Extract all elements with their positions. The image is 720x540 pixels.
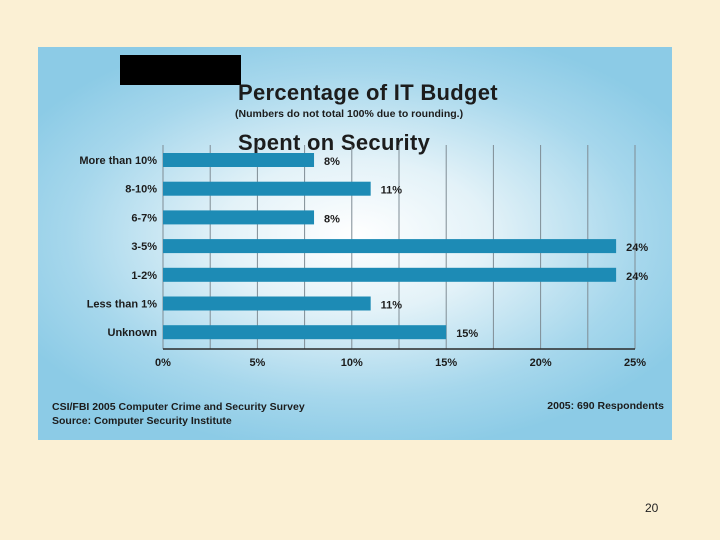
category-label: 8-10% [125, 184, 157, 196]
x-tick-label: 15% [435, 357, 457, 369]
category-label: More than 10% [79, 155, 157, 167]
bar [163, 296, 371, 311]
chart-subtitle: (Numbers do not total 100% due to roundi… [235, 108, 464, 120]
chart-title: Percentage of IT Budget Spent on Securit… [238, 55, 498, 180]
value-label: 11% [381, 185, 403, 197]
bar [163, 239, 617, 254]
value-label: 11% [381, 300, 403, 312]
bar-chart: 0% 5% 10% 15% 20% 25% More than 10% 8% 8-10% 11% 6… [79, 145, 648, 369]
source-line-2: Source: Computer Security Institute [52, 415, 232, 427]
value-label: 24% [626, 271, 648, 283]
bar [163, 267, 617, 282]
chart-panel: Percentage of IT Budget Spent on Securit… [38, 47, 672, 440]
value-label: 15% [456, 328, 478, 340]
chart-title-line-1: Percentage of IT Budget [238, 80, 498, 105]
bar [163, 325, 447, 340]
value-label: 24% [626, 242, 648, 254]
category-label: Less than 1% [87, 299, 158, 311]
x-tick-label: 20% [530, 357, 552, 369]
x-tick-label: 0% [155, 357, 171, 369]
chart-title-line-2: Spent on Security [238, 130, 431, 155]
category-label: Unknown [108, 327, 158, 339]
value-label: 8% [324, 213, 340, 225]
bar [163, 210, 315, 225]
source-note: CSI/FBI 2005 Computer Crime and Security… [52, 400, 305, 428]
redaction-block [120, 55, 241, 85]
x-tick-label: 25% [624, 357, 646, 369]
source-line-1: CSI/FBI 2005 Computer Crime and Security… [52, 401, 305, 413]
bar [163, 181, 371, 196]
respondents-note: 2005: 690 Respondents [547, 400, 664, 412]
category-label: 3-5% [131, 241, 157, 253]
page-number: 20 [645, 501, 659, 515]
value-label: 8% [324, 156, 340, 168]
x-tick-label: 5% [249, 357, 265, 369]
bar [163, 153, 315, 167]
x-tick-label: 10% [341, 357, 363, 369]
category-label: 6-7% [131, 212, 157, 224]
category-label: 1-2% [131, 270, 157, 282]
